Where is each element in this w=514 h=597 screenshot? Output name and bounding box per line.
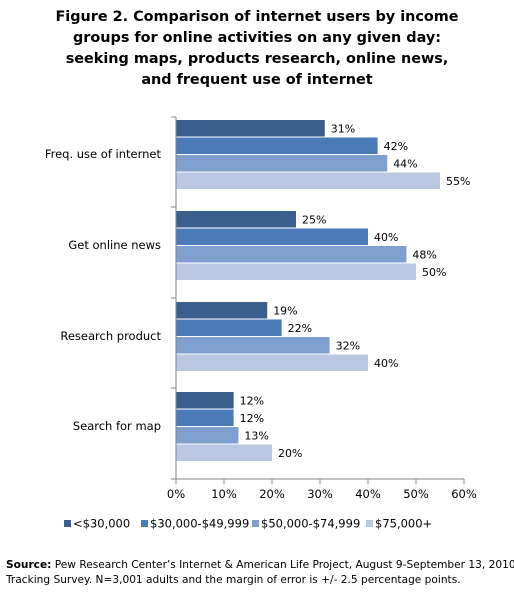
data-label-3-0: 12%	[240, 394, 264, 407]
legend-label-3: $75,000+	[375, 517, 432, 531]
chart-title-line-2: groups for online activities on any give…	[72, 30, 441, 46]
chart-title-line-4: and frequent use of internet	[141, 72, 373, 88]
data-label-0-2: 44%	[393, 157, 417, 170]
source-line-1: Pew Research Center’s Internet & America…	[51, 559, 514, 571]
legend-swatch-0	[64, 520, 71, 527]
x-tick-label-6: 60%	[451, 487, 477, 501]
bar-2-1	[176, 319, 282, 336]
data-label-2-1: 22%	[288, 322, 312, 335]
bar-1-0	[176, 211, 296, 228]
x-tick-label-5: 50%	[403, 487, 429, 501]
data-label-2-0: 19%	[273, 304, 297, 317]
source-line-2: Tracking Survey. N=3,001 adults and the …	[6, 574, 461, 586]
data-label-0-3: 55%	[446, 175, 470, 188]
bar-1-2	[176, 246, 407, 263]
bar-3-2	[176, 427, 239, 444]
data-label-3-3: 20%	[278, 447, 302, 460]
x-tick-label-3: 30%	[307, 487, 333, 501]
data-label-1-3: 50%	[422, 266, 446, 279]
data-label-0-0: 31%	[331, 122, 355, 135]
x-tick-label-0: 0%	[167, 487, 185, 501]
bar-3-0	[176, 392, 234, 409]
x-tick-label-4: 40%	[355, 487, 381, 501]
legend-swatch-2	[252, 520, 259, 527]
bar-1-3	[176, 263, 416, 280]
data-label-3-2: 13%	[244, 429, 268, 442]
bar-0-0	[176, 120, 325, 137]
bar-0-1	[176, 137, 378, 154]
data-label-2-2: 32%	[336, 339, 360, 352]
bar-3-3	[176, 444, 272, 461]
category-label-2: Research product	[60, 329, 161, 343]
data-label-1-0: 25%	[302, 213, 326, 226]
bar-2-2	[176, 337, 330, 354]
data-label-1-1: 40%	[374, 231, 398, 244]
data-label-2-3: 40%	[374, 357, 398, 370]
x-tick-label-2: 20%	[259, 487, 285, 501]
category-label-3: Search for map	[73, 419, 161, 433]
bar-2-0	[176, 302, 268, 319]
x-tick-label-1: 10%	[211, 487, 237, 501]
bar-2-3	[176, 354, 368, 371]
bar-3-1	[176, 409, 234, 426]
source-note: Source: Pew Research Center’s Internet &…	[6, 558, 514, 588]
chart-title-line-1: Figure 2. Comparison of internet users b…	[55, 9, 459, 25]
data-label-3-1: 12%	[240, 412, 264, 425]
data-label-0-1: 42%	[384, 140, 408, 153]
chart-title: Figure 2. Comparison of internet users b…	[0, 7, 514, 91]
data-label-1-2: 48%	[412, 248, 436, 261]
legend-swatch-3	[366, 520, 373, 527]
legend-label-0: <$30,000	[73, 517, 130, 531]
category-label-1: Get online news	[68, 238, 161, 252]
bar-0-2	[176, 155, 388, 172]
bar-0-3	[176, 172, 440, 189]
legend-swatch-1	[141, 520, 148, 527]
chart-title-line-3: seeking maps, products research, online …	[65, 51, 449, 67]
legend-label-1: $30,000-$49,999	[150, 517, 249, 531]
category-label-0: Freq. use of internet	[45, 147, 162, 161]
bar-1-1	[176, 228, 368, 245]
legend-label-2: $50,000-$74,999	[261, 517, 360, 531]
source-label: Source:	[6, 559, 52, 571]
